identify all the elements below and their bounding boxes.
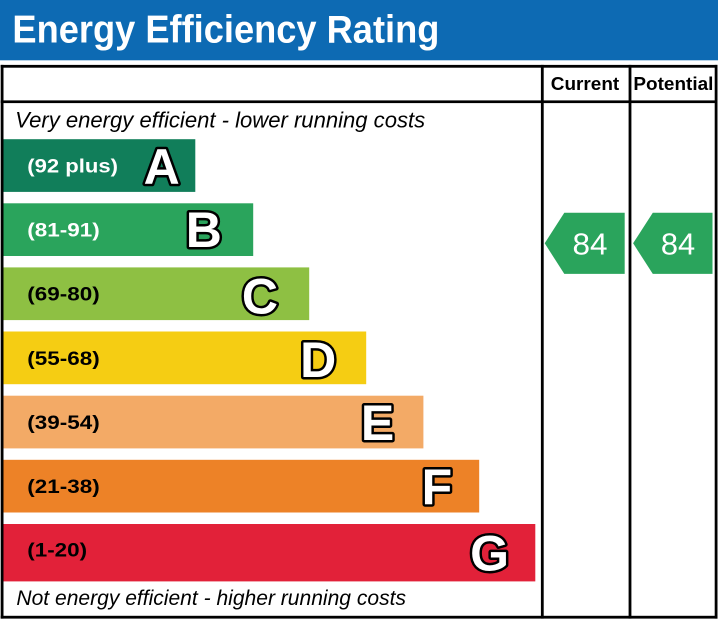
svg-text:C: C xyxy=(242,269,278,325)
svg-text:Not energy efficient - higher: Not energy efficient - higher running co… xyxy=(16,586,406,610)
svg-text:Potential: Potential xyxy=(633,73,713,94)
svg-text:E: E xyxy=(361,395,394,451)
svg-text:(55-68): (55-68) xyxy=(27,348,99,370)
svg-text:(39-54): (39-54) xyxy=(27,412,99,434)
svg-text:84: 84 xyxy=(661,228,695,262)
svg-text:A: A xyxy=(144,139,180,195)
svg-text:B: B xyxy=(186,202,222,258)
svg-text:D: D xyxy=(300,332,336,388)
svg-text:F: F xyxy=(422,459,453,515)
svg-text:(69-80): (69-80) xyxy=(27,284,99,306)
svg-text:(1-20): (1-20) xyxy=(27,540,87,562)
svg-text:(21-38): (21-38) xyxy=(27,476,99,498)
svg-text:(92 plus): (92 plus) xyxy=(27,155,118,177)
svg-text:Energy Efficiency Rating: Energy Efficiency Rating xyxy=(12,9,439,52)
svg-text:Very energy efficient - lower: Very energy efficient - lower running co… xyxy=(15,107,425,132)
svg-text:Current: Current xyxy=(551,73,619,94)
svg-text:(81-91): (81-91) xyxy=(27,220,99,242)
svg-text:G: G xyxy=(470,526,509,582)
svg-text:84: 84 xyxy=(573,228,608,262)
